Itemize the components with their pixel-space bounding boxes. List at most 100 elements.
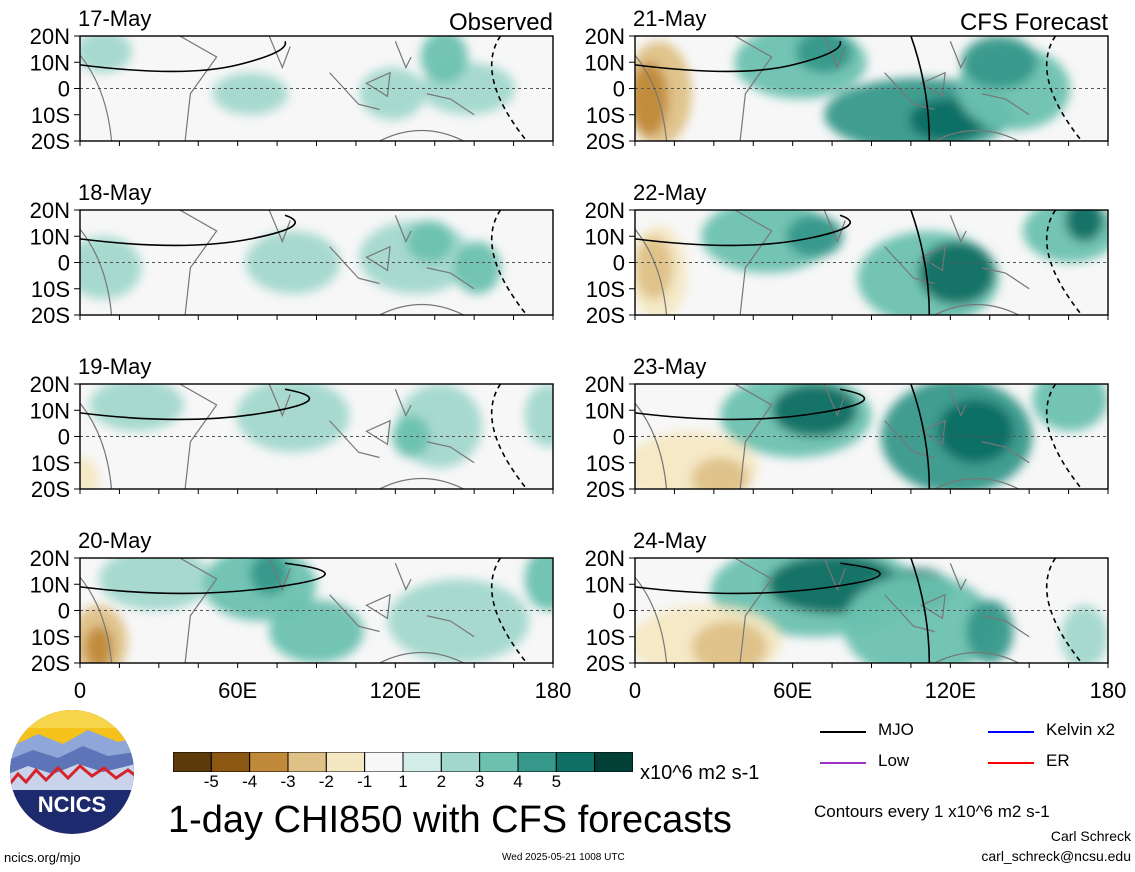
chi-negative-anomaly (691, 457, 749, 489)
y-tick-label: 0 (613, 77, 625, 102)
panel-date-label: 23-May (633, 354, 706, 379)
y-tick-label: 10S (31, 451, 70, 476)
panel-date-label: 19-May (78, 354, 151, 379)
x-tick-label: 60E (218, 678, 257, 700)
y-tick-label: 20S (31, 651, 70, 676)
y-tick-label: 20S (31, 129, 70, 154)
y-tick-label: 10S (31, 103, 70, 128)
chi-positive-anomaly (89, 384, 185, 432)
mjo-contour (635, 384, 1083, 489)
y-tick-label: 10N (30, 572, 70, 597)
x-tick-label: 0 (74, 678, 86, 700)
y-tick-label: 0 (58, 425, 70, 450)
legend-low-line (820, 762, 866, 764)
colorbar-swatch (594, 752, 633, 772)
chi-positive-anomaly (1032, 384, 1108, 432)
chi-positive-anomaly (420, 36, 468, 84)
chi-positive-anomaly (966, 600, 1014, 663)
y-tick-label: 0 (613, 425, 625, 450)
colorbar-swatch (402, 752, 442, 772)
x-tick-label: 180 (1090, 678, 1127, 700)
colorbar-swatch (440, 752, 481, 772)
y-tick-label: 20S (31, 477, 70, 502)
y-tick-label: 10S (586, 103, 625, 128)
author-email: carl_schreck@ncsu.edu (981, 848, 1131, 864)
y-tick-label: 0 (58, 77, 70, 102)
y-tick-label: 20S (586, 651, 625, 676)
forecast-label: CFS Forecast (960, 9, 1108, 36)
colorbar (173, 752, 633, 772)
y-tick-label: 20S (586, 477, 625, 502)
legend-er-label: ER (1046, 751, 1070, 770)
colorbar-swatch (173, 752, 212, 772)
panel-date-label: 20-May (78, 528, 151, 553)
y-tick-label: 10S (586, 625, 625, 650)
chi-negative-anomaly (635, 236, 673, 300)
chi-positive-anomaly (359, 67, 426, 120)
colorbar-swatch (287, 752, 327, 772)
chi-positive-anomaly (453, 241, 501, 294)
colorbar-swatch (479, 752, 519, 772)
y-tick-label: 20N (585, 198, 625, 223)
colorbar-tick-label: 4 (513, 772, 523, 791)
mjo-contour (635, 558, 1083, 663)
x-tick-label: 120E (925, 678, 976, 700)
chi-positive-anomaly (843, 573, 995, 663)
legend-low-label: Low (878, 751, 910, 770)
chi-positive-anomaly (918, 241, 995, 305)
observed-label: Observed (449, 9, 553, 36)
y-tick-label: 20S (31, 303, 70, 328)
chi-positive-anomaly (98, 558, 213, 611)
y-tick-label: 20S (586, 303, 625, 328)
y-tick-label: 20N (30, 198, 70, 223)
chi-positive-anomaly (80, 236, 142, 300)
y-tick-label: 20N (585, 372, 625, 397)
y-tick-label: 10S (586, 277, 625, 302)
chi-negative-anomaly (84, 626, 114, 663)
y-tick-label: 0 (613, 599, 625, 624)
timestamp: Wed 2025-05-21 1008 UTC (502, 852, 625, 863)
coastline (80, 36, 475, 141)
chi-positive-anomaly (1060, 605, 1108, 663)
mjo-contour (80, 384, 528, 489)
colorbar-tick-label: -2 (318, 772, 334, 791)
coastline (80, 558, 475, 663)
panel-date-label: 24-May (633, 528, 706, 553)
chart-title: 1-day CHI850 with CFS forecasts (168, 799, 732, 841)
y-tick-label: 10S (586, 451, 625, 476)
y-tick-label: 10N (585, 224, 625, 249)
colorbar-tick-label: 5 (551, 772, 562, 791)
chi-positive-anomaly (524, 558, 553, 611)
colorbar-tick-label: 2 (436, 772, 447, 791)
chi-positive-anomaly (524, 384, 553, 447)
mjo-contour (80, 210, 528, 315)
chi-positive-anomaly (406, 220, 454, 263)
mjo-contour (80, 558, 528, 663)
colorbar-tick-label: -4 (242, 772, 258, 791)
logo-text: NCICS (38, 792, 106, 817)
chi-positive-anomaly (1065, 210, 1104, 242)
y-tick-label: 0 (613, 251, 625, 276)
colorbar-units: x10^6 m2 s-1 (640, 762, 760, 784)
y-tick-label: 20N (30, 24, 70, 49)
chi-positive-anomaly (80, 36, 133, 73)
y-tick-label: 20N (585, 24, 625, 49)
colorbar-tick-label: 3 (474, 772, 485, 791)
y-tick-label: 10N (30, 398, 70, 423)
colorbar-tick-label: -3 (280, 772, 296, 791)
y-tick-label: 10N (585, 50, 625, 75)
colorbar-swatch (555, 752, 596, 772)
colorbar-tick-label: 1 (398, 772, 408, 791)
y-tick-label: 10S (31, 625, 70, 650)
coastline (80, 384, 475, 489)
panel-date-label: 21-May (633, 6, 706, 31)
chi-positive-anomaly (212, 72, 289, 115)
mjo-contour (635, 210, 1083, 315)
contours-note: Contours every 1 x10^6 m2 s-1 (814, 802, 1050, 821)
panel-date-label: 18-May (78, 180, 151, 205)
coastline (635, 36, 1030, 141)
